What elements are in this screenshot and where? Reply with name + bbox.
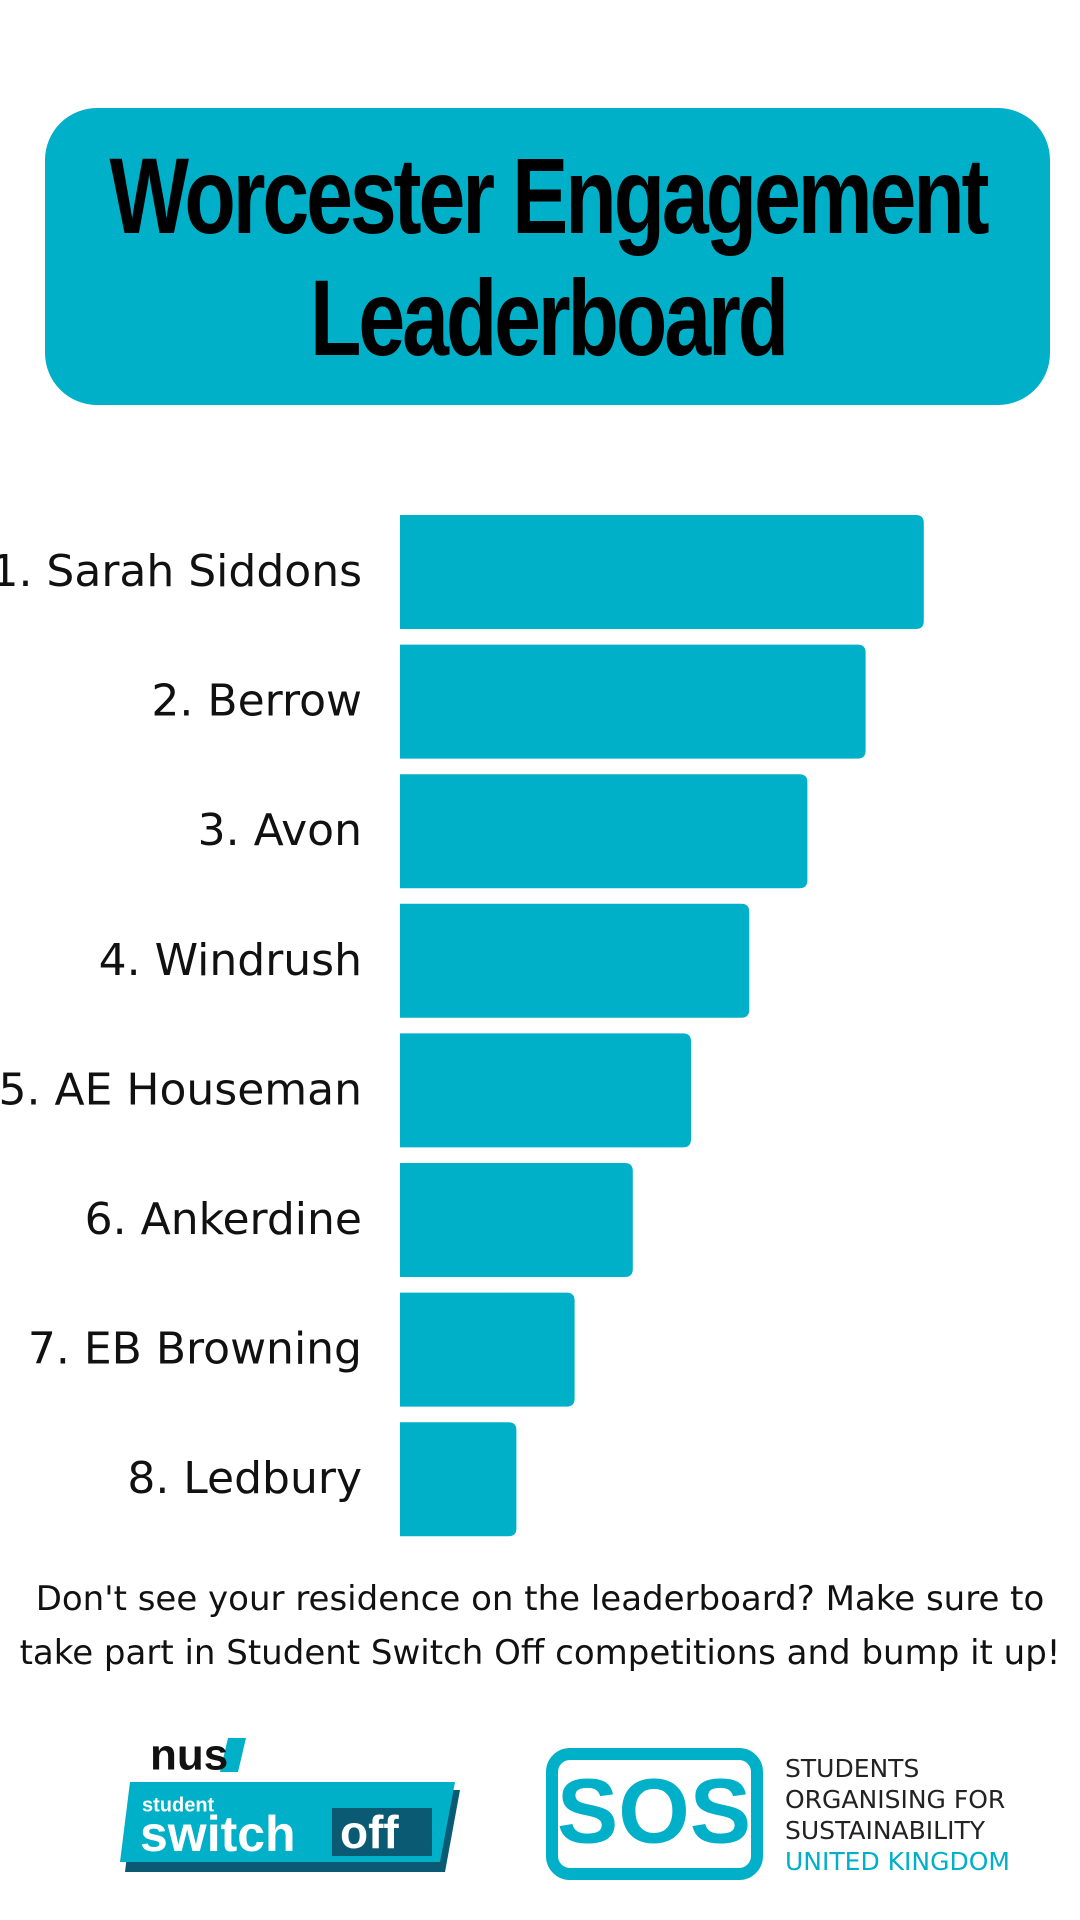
logo-shape [125, 1790, 460, 1872]
bar [400, 515, 924, 629]
logo-text: student [142, 1794, 215, 1816]
y-tick-label: 1. Sarah Siddons [0, 546, 362, 597]
logo-text: off [340, 1806, 399, 1858]
bar [400, 903, 750, 1018]
footer-note: Don't see your residence on the leaderbo… [19, 1579, 1061, 1673]
logo-text: switch [140, 1806, 296, 1862]
logo-text: SUSTAINABILITY [785, 1816, 986, 1845]
chart-title: Worcester Engagement Leaderboard [108, 134, 989, 378]
bar [400, 1033, 691, 1148]
bar [400, 1292, 575, 1407]
y-tick-label: 2. Berrow [151, 676, 362, 727]
y-tick-label: 5. AE Houseman [0, 1064, 362, 1115]
logo-text: SOS [557, 1760, 751, 1862]
title-box: Worcester Engagement Leaderboard [45, 108, 1050, 405]
bar [400, 1163, 633, 1277]
logo-text: ORGANISING FOR [785, 1785, 1005, 1814]
y-tick-label: 3. Avon [198, 805, 362, 856]
y-tick-label: 8. Ledbury [127, 1453, 362, 1504]
bar [400, 774, 808, 889]
bar [400, 644, 866, 759]
y-tick-label: 7. EB Browning [28, 1324, 362, 1375]
y-tick-label: 6. Ankerdine [85, 1194, 362, 1245]
chart: 1. Sarah Siddons 2. Berrow 3. Avon 4. Windr… [0, 515, 924, 1537]
sos-logo: SOS STUDENTS ORGANISING FOR SUSTAINABILI… [546, 1748, 1010, 1880]
switch-off-logo: nus student switch off [120, 1731, 460, 1872]
logo-text: nus [150, 1731, 228, 1780]
logo-shape [120, 1782, 455, 1862]
y-tick-label: 4. Windrush [99, 935, 362, 986]
logo-shape [546, 1748, 763, 1880]
logo-shape [220, 1738, 246, 1772]
logo-text: STUDENTS [785, 1754, 919, 1783]
bar [400, 1422, 517, 1537]
logo-shape [332, 1808, 432, 1856]
logo-text: UNITED KINGDOM [785, 1847, 1010, 1876]
